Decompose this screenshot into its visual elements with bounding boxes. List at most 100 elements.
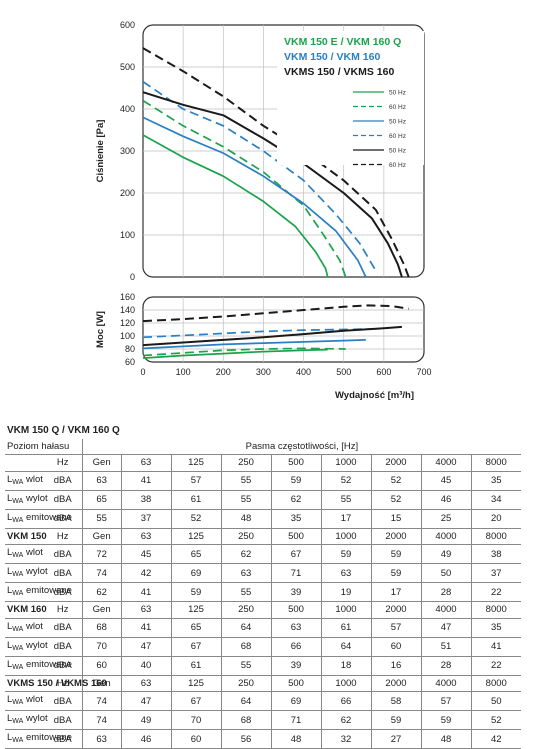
row-label: LWA wlot [5,471,44,491]
table-cell: 65 [81,490,121,510]
series-line-1 [142,134,329,278]
table-cell: 22 [470,582,521,602]
row-label-text: emitowane [23,658,72,670]
row-unit: dBA [43,656,83,676]
table-cell: 67 [270,544,321,564]
table-cell: 69 [170,563,221,583]
table-cell: 38 [470,544,521,564]
table-cell: 45 [420,471,471,491]
y-tick-label: 100 [120,331,135,341]
row-label-text: wylot [23,639,48,651]
row-unit: dBA [43,509,83,529]
section-header-row: VKM 160 Hz Gen 63 125 250 500 1000 2000 4000 8000 [5,601,521,619]
series-line-5 [142,91,403,278]
column-header: 1000 [320,528,371,545]
table-cell: 63 [270,618,321,638]
column-header: 250 [220,601,271,619]
table-row: LWA wylot dBA 65 38 61 55 62 55 52 46 34 [5,490,521,510]
table-cell: 28 [420,582,471,602]
table-row: LWA wlot dBA 63 41 57 55 59 52 52 45 35 [5,471,521,491]
table-cell: 47 [420,618,471,638]
lwa-subscript: WA [12,663,24,671]
y-tick-label: 200 [120,188,135,198]
row-label: LWA wlot [5,544,44,564]
table-cell: 59 [370,544,421,564]
table-cell: 42 [120,563,171,583]
table-cell: 38 [120,490,171,510]
table-cell: 25 [420,509,471,529]
table-cell: 62 [320,710,371,730]
lwa-subscript: WA [12,552,24,559]
column-header: 500 [270,454,321,472]
table-cell: 18 [320,656,371,676]
hz-label: Hz [43,675,83,692]
table-cell: 64 [220,618,271,638]
table-cell: 62 [81,582,121,602]
row-label: LWA wylot [5,490,48,510]
table-cell: 52 [370,490,421,510]
row-label-text: wylot [23,492,48,504]
section-header-row: VKM 150 Hz Gen 63 125 250 500 1000 2000 4000 8000 [5,528,521,545]
x-tick-label: 0 [140,367,145,377]
column-header: 63 [120,601,171,619]
table-cell: 35 [470,618,521,638]
lwa-subscript: WA [12,516,24,524]
y-tick-label: 500 [120,62,135,72]
noise-level-table: VKM 150 Q / VKM 160 Q Poziom hałasu Pasma … [5,423,521,749]
table-cell: 68 [81,618,121,638]
legend: VKM 150 E / VKM 160 Q VKM 150 / VKM 160 VK… [277,31,424,169]
series-line-2 [142,347,346,357]
table-cell: 60 [81,656,121,676]
column-header: 4000 [420,454,471,472]
table-cell: 37 [470,563,521,583]
hz-label: Hz [43,601,83,619]
table-title-row: VKM 150 Q / VKM 160 Q [5,423,521,439]
table-cell: 34 [470,490,521,510]
table-cell: 55 [320,490,371,510]
y-tick-label: 400 [120,104,135,114]
chart-2: 60 80 100 120 140 160 0 100 200 300 400 500 600 700 Mo… [95,292,432,401]
lwa-subscript: WA [12,699,24,706]
table-cell: 20 [470,509,521,529]
row-unit: dBA [43,618,83,638]
legend-title-2: VKM 150 / VKM 160 [284,51,380,63]
table-cell: 52 [320,471,371,491]
column-header: 8000 [470,675,521,692]
lwa-symbol: L [7,658,13,670]
chart-1: 0 100 200 300 400 500 600 Ciśnienie [Pa] VKM 150… [95,20,425,282]
column-header: 125 [170,675,221,692]
series-line-1 [142,348,328,359]
y-axis-label: Ciśnienie [Pa] [95,120,106,183]
table-cell: 51 [420,637,471,657]
table-cell: 68 [220,637,271,657]
column-header: 125 [170,454,221,472]
table-row: LWA wlot dBA 74 47 67 64 69 66 58 57 50 [5,691,521,711]
column-header: 8000 [470,528,521,545]
table-cell: 28 [420,656,471,676]
row-unit: dBA [43,490,83,510]
table-cell: 57 [170,471,221,491]
table-cell: 65 [170,618,221,638]
x-tick-label: 300 [256,367,271,377]
table-cell: 67 [170,637,221,657]
legend-background [277,31,424,165]
lwa-symbol: L [7,492,13,504]
table-cell: 55 [81,509,121,529]
series-line-6 [142,47,410,278]
row-label: LWA wylot [5,563,48,583]
column-header: 500 [270,528,321,545]
column-header: 500 [270,675,321,692]
table-cell: 59 [420,710,471,730]
table-cell: 59 [370,710,421,730]
row-label-text: wylot [23,566,48,577]
column-header: 125 [170,601,221,619]
table-cell: 64 [320,637,371,657]
table-cell: 39 [270,656,321,676]
table-row: LWA wylot dBA 74 42 69 63 71 63 59 50 37 [5,563,521,583]
table-cell: 49 [120,710,171,730]
table-cell: 35 [270,509,321,529]
row-label: LWA wylot [5,710,48,730]
table-cell: 60 [370,637,421,657]
section-name: VKM 160 [5,601,47,619]
table-row: LWA wlot dBA 68 41 65 64 63 61 57 47 35 [5,618,521,638]
